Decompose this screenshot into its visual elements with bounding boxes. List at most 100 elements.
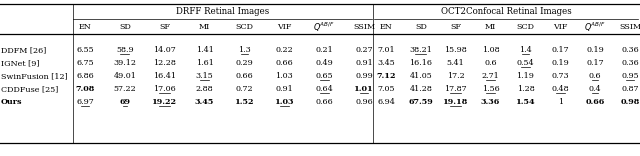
Text: 41.05: 41.05 bbox=[410, 72, 432, 80]
Text: 49.01: 49.01 bbox=[113, 72, 136, 80]
Text: 1.3: 1.3 bbox=[238, 46, 251, 54]
Text: 0.19: 0.19 bbox=[552, 59, 569, 67]
Text: 5.41: 5.41 bbox=[447, 59, 465, 67]
Text: VIF: VIF bbox=[277, 23, 291, 31]
Text: 0.66: 0.66 bbox=[275, 59, 293, 67]
Text: SD: SD bbox=[119, 23, 131, 31]
Text: 0.19: 0.19 bbox=[586, 46, 604, 54]
Text: 0.73: 0.73 bbox=[552, 72, 569, 80]
Text: 0.48: 0.48 bbox=[552, 85, 569, 93]
Text: 16.16: 16.16 bbox=[410, 59, 433, 67]
Text: SwinFusion [12]: SwinFusion [12] bbox=[1, 72, 68, 80]
Text: 1.19: 1.19 bbox=[516, 72, 534, 80]
Text: 14.07: 14.07 bbox=[154, 46, 176, 54]
Text: 3.36: 3.36 bbox=[481, 98, 500, 106]
Text: EN: EN bbox=[79, 23, 92, 31]
Text: 3.45: 3.45 bbox=[377, 59, 395, 67]
Text: 0.87: 0.87 bbox=[621, 85, 639, 93]
Text: OCT2Confocal Retinal Images: OCT2Confocal Retinal Images bbox=[440, 7, 572, 17]
Text: 1: 1 bbox=[557, 98, 563, 106]
Text: 6.75: 6.75 bbox=[76, 59, 94, 67]
Text: 1.41: 1.41 bbox=[196, 46, 214, 54]
Text: 6.55: 6.55 bbox=[76, 46, 94, 54]
Text: 0.36: 0.36 bbox=[621, 59, 639, 67]
Text: 1.08: 1.08 bbox=[482, 46, 499, 54]
Text: 1.52: 1.52 bbox=[235, 98, 254, 106]
Text: 0.99: 0.99 bbox=[355, 72, 373, 80]
Text: 0.49: 0.49 bbox=[316, 59, 333, 67]
Text: 6.97: 6.97 bbox=[76, 98, 94, 106]
Text: 1.56: 1.56 bbox=[482, 85, 499, 93]
Text: 0.36: 0.36 bbox=[621, 46, 639, 54]
Text: 17.2: 17.2 bbox=[447, 72, 465, 80]
Text: 0.6: 0.6 bbox=[484, 59, 497, 67]
Text: 39.12: 39.12 bbox=[113, 59, 136, 67]
Text: 6.86: 6.86 bbox=[76, 72, 94, 80]
Text: 69: 69 bbox=[119, 98, 131, 106]
Text: 58.9: 58.9 bbox=[116, 46, 134, 54]
Text: MI: MI bbox=[199, 23, 210, 31]
Text: Ours: Ours bbox=[1, 98, 22, 106]
Text: 67.59: 67.59 bbox=[408, 98, 433, 106]
Text: 3.45: 3.45 bbox=[195, 98, 214, 106]
Text: 1.54: 1.54 bbox=[516, 98, 535, 106]
Text: 1.03: 1.03 bbox=[275, 98, 294, 106]
Text: MI: MI bbox=[485, 23, 496, 31]
Text: 0.66: 0.66 bbox=[586, 98, 605, 106]
Text: 0.98: 0.98 bbox=[620, 98, 639, 106]
Text: 0.66: 0.66 bbox=[316, 98, 333, 106]
Text: 0.64: 0.64 bbox=[316, 85, 333, 93]
Text: DDFM [26]: DDFM [26] bbox=[1, 46, 46, 54]
Text: SSIM: SSIM bbox=[619, 23, 640, 31]
Text: SF: SF bbox=[159, 23, 170, 31]
Text: 1.03: 1.03 bbox=[275, 72, 293, 80]
Text: 2.71: 2.71 bbox=[482, 72, 499, 80]
Text: 7.12: 7.12 bbox=[376, 72, 396, 80]
Text: 1.28: 1.28 bbox=[516, 85, 534, 93]
Text: SSIM: SSIM bbox=[353, 23, 375, 31]
Text: 3.15: 3.15 bbox=[196, 72, 214, 80]
Text: 17.87: 17.87 bbox=[444, 85, 467, 93]
Text: 0.54: 0.54 bbox=[516, 59, 534, 67]
Text: 1.61: 1.61 bbox=[196, 59, 214, 67]
Text: 7.05: 7.05 bbox=[377, 85, 395, 93]
Text: 16.41: 16.41 bbox=[153, 72, 176, 80]
Text: 7.08: 7.08 bbox=[76, 85, 95, 93]
Text: 0.91: 0.91 bbox=[355, 59, 373, 67]
Text: 0.21: 0.21 bbox=[316, 46, 333, 54]
Text: 0.17: 0.17 bbox=[552, 46, 569, 54]
Text: 57.22: 57.22 bbox=[113, 85, 136, 93]
Text: CDDFuse [25]: CDDFuse [25] bbox=[1, 85, 58, 93]
Text: 6.94: 6.94 bbox=[377, 98, 395, 106]
Text: 0.22: 0.22 bbox=[275, 46, 293, 54]
Text: IGNet [9]: IGNet [9] bbox=[1, 59, 40, 67]
Text: SCD: SCD bbox=[516, 23, 534, 31]
Text: 41.28: 41.28 bbox=[410, 85, 432, 93]
Text: $Q^{AB/F}$: $Q^{AB/F}$ bbox=[584, 20, 606, 34]
Text: 0.65: 0.65 bbox=[316, 72, 333, 80]
Text: 0.17: 0.17 bbox=[586, 59, 604, 67]
Text: $Q^{AB/F}$: $Q^{AB/F}$ bbox=[313, 20, 335, 34]
Text: 0.27: 0.27 bbox=[355, 46, 373, 54]
Text: 7.01: 7.01 bbox=[377, 46, 395, 54]
Text: 0.91: 0.91 bbox=[275, 85, 293, 93]
Text: 12.28: 12.28 bbox=[153, 59, 176, 67]
Text: SCD: SCD bbox=[236, 23, 253, 31]
Text: 38.21: 38.21 bbox=[410, 46, 432, 54]
Text: 17.06: 17.06 bbox=[154, 85, 176, 93]
Text: SF: SF bbox=[450, 23, 461, 31]
Text: 1.4: 1.4 bbox=[519, 46, 532, 54]
Text: VIF: VIF bbox=[553, 23, 568, 31]
Text: 1.01: 1.01 bbox=[354, 85, 374, 93]
Text: 0.29: 0.29 bbox=[236, 59, 253, 67]
Text: DRFF Retinal Images: DRFF Retinal Images bbox=[176, 7, 269, 17]
Text: 0.66: 0.66 bbox=[236, 72, 253, 80]
Text: 0.4: 0.4 bbox=[589, 85, 602, 93]
Text: 0.6: 0.6 bbox=[589, 72, 602, 80]
Text: 0.96: 0.96 bbox=[355, 98, 373, 106]
Text: 19.22: 19.22 bbox=[152, 98, 177, 106]
Text: 0.95: 0.95 bbox=[621, 72, 639, 80]
Text: 0.72: 0.72 bbox=[236, 85, 253, 93]
Text: 2.88: 2.88 bbox=[196, 85, 213, 93]
Text: 15.98: 15.98 bbox=[444, 46, 467, 54]
